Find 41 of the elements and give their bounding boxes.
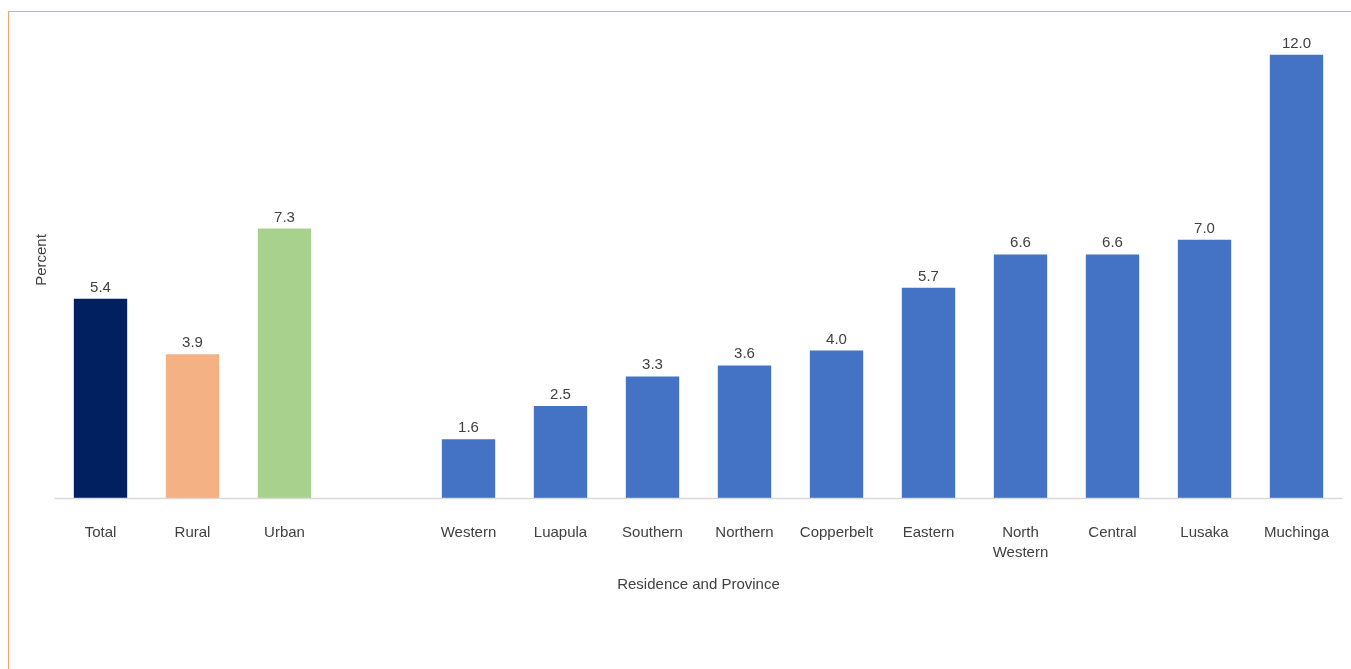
bar (809, 350, 864, 499)
x-tick-label: North Western (992, 522, 1049, 560)
x-tick-label: Copperbelt (799, 522, 875, 540)
x-tick-label: Lusaka (1180, 522, 1230, 540)
y-axis-title: Percent (31, 233, 49, 286)
x-tick-label: Total (84, 522, 117, 540)
x-tick-label: Rural (174, 522, 211, 540)
data-label: 3.3 (642, 355, 663, 373)
bar (257, 228, 312, 499)
x-tick-label: Luapula (533, 522, 588, 540)
data-label: 3.9 (182, 333, 203, 351)
bar (1085, 254, 1140, 499)
data-label: 12.0 (1281, 33, 1312, 51)
data-label: 2.5 (550, 385, 571, 403)
bar (901, 287, 956, 499)
data-label: 7.0 (1194, 218, 1215, 236)
data-label: 1.6 (458, 418, 479, 436)
x-tick-label: Northern (715, 522, 774, 540)
data-label: 6.6 (1010, 233, 1031, 251)
data-label: 3.6 (734, 344, 755, 362)
data-label: 5.4 (90, 277, 111, 295)
bar (533, 406, 588, 499)
x-axis-title: Residence and Province (617, 574, 780, 592)
x-tick-label: Urban (264, 522, 305, 540)
bar (1177, 239, 1232, 499)
x-tick-label: Western (440, 522, 497, 540)
x-tick-label: Muchinga (1263, 522, 1330, 540)
x-tick-label: Eastern (902, 522, 955, 540)
bar (441, 439, 496, 499)
data-label: 4.0 (826, 329, 847, 347)
x-tick-label: Southern (622, 522, 683, 540)
x-tick-label: Central (1088, 522, 1137, 540)
data-label: 5.7 (918, 266, 939, 284)
bar (717, 365, 772, 499)
bar (165, 354, 220, 499)
bar (73, 298, 128, 499)
data-label: 7.3 (274, 207, 295, 225)
bar (1269, 54, 1324, 499)
bar (625, 376, 680, 499)
data-label: 6.6 (1102, 233, 1123, 251)
bar (993, 254, 1048, 499)
